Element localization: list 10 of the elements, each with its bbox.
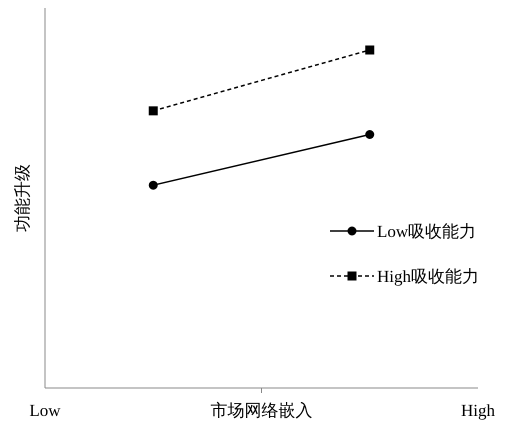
point xyxy=(365,130,374,139)
legend-label: High吸收能力 xyxy=(377,267,479,286)
x-tick-label: Low xyxy=(29,401,62,420)
x-axis-title: 市场网络嵌入 xyxy=(210,401,312,420)
point xyxy=(365,46,374,54)
y-axis-title: 功能升级 xyxy=(13,164,32,232)
point xyxy=(148,180,158,190)
point xyxy=(148,106,158,116)
x-tick-label: High xyxy=(461,401,496,420)
legend-label: Low吸收能力 xyxy=(377,222,476,241)
